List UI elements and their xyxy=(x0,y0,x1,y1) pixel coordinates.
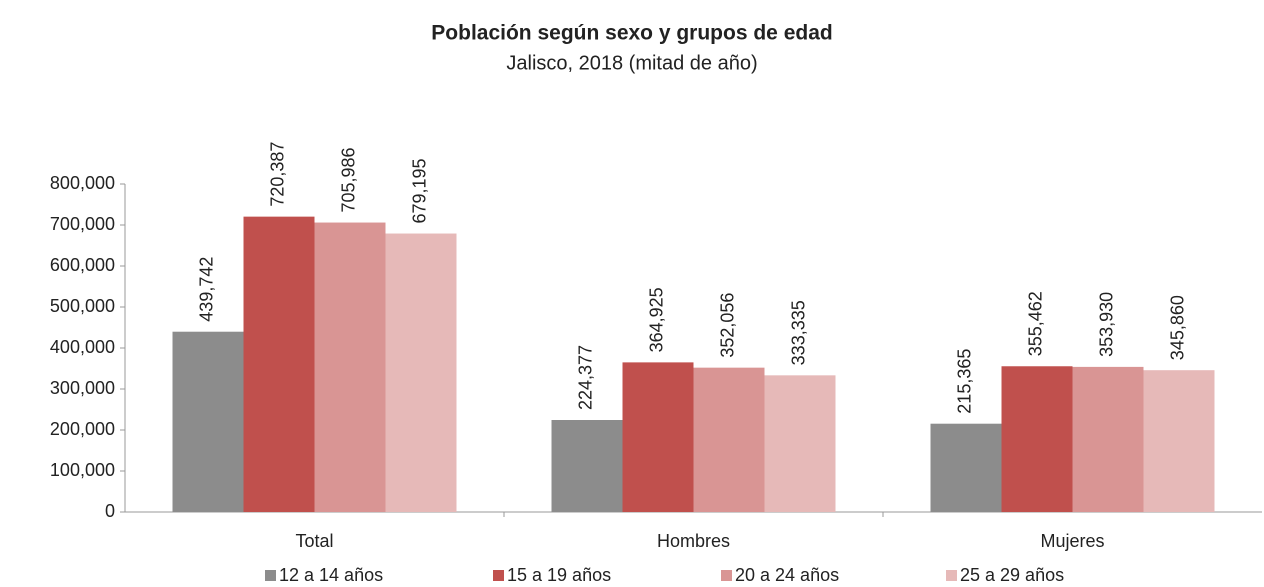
chart-title: Población según sexo y grupos de edad xyxy=(431,22,832,45)
y-tick-label: 500,000 xyxy=(50,296,115,316)
data-label: 439,742 xyxy=(197,257,217,322)
legend-swatch xyxy=(946,570,957,581)
legend-label: 15 a 19 años xyxy=(507,565,611,585)
bar xyxy=(314,222,386,512)
data-label: 224,377 xyxy=(576,345,596,410)
legend-label: 20 a 24 años xyxy=(735,565,839,585)
bar xyxy=(930,423,1002,512)
y-tick-label: 700,000 xyxy=(50,214,115,234)
legend-swatch xyxy=(721,570,732,581)
x-tick-label: Total xyxy=(295,531,333,551)
data-label: 364,925 xyxy=(647,287,667,352)
y-tick-label: 600,000 xyxy=(50,255,115,275)
data-label: 215,365 xyxy=(955,349,975,414)
legend-label: 25 a 29 años xyxy=(960,565,1064,585)
y-tick-label: 0 xyxy=(105,501,115,521)
legend-swatch xyxy=(265,570,276,581)
chart-subtitle: Jalisco, 2018 (mitad de año) xyxy=(506,52,757,74)
bar xyxy=(1072,366,1144,512)
bar xyxy=(1143,370,1215,512)
y-tick-label: 400,000 xyxy=(50,337,115,357)
data-label: 345,860 xyxy=(1168,295,1188,360)
bar xyxy=(551,420,623,512)
x-tick-label: Hombres xyxy=(657,531,730,551)
data-label: 705,986 xyxy=(339,147,359,212)
bar xyxy=(1001,366,1073,512)
data-label: 333,335 xyxy=(789,300,809,365)
data-label: 679,195 xyxy=(410,158,430,223)
bar xyxy=(764,375,836,512)
bar xyxy=(385,233,457,513)
y-tick-label: 100,000 xyxy=(50,460,115,480)
bar xyxy=(243,216,315,512)
x-tick-label: Mujeres xyxy=(1040,531,1104,551)
y-tick-label: 300,000 xyxy=(50,378,115,398)
y-tick-label: 200,000 xyxy=(50,419,115,439)
legend-swatch xyxy=(493,570,504,581)
data-label: 353,930 xyxy=(1097,292,1117,357)
y-tick-label: 800,000 xyxy=(50,173,115,193)
data-label: 720,387 xyxy=(268,142,288,207)
bar xyxy=(622,362,694,512)
legend-label: 12 a 14 años xyxy=(279,565,383,585)
data-label: 355,462 xyxy=(1026,291,1046,356)
bar xyxy=(172,331,244,512)
bar xyxy=(693,367,765,512)
data-label: 352,056 xyxy=(718,293,738,358)
